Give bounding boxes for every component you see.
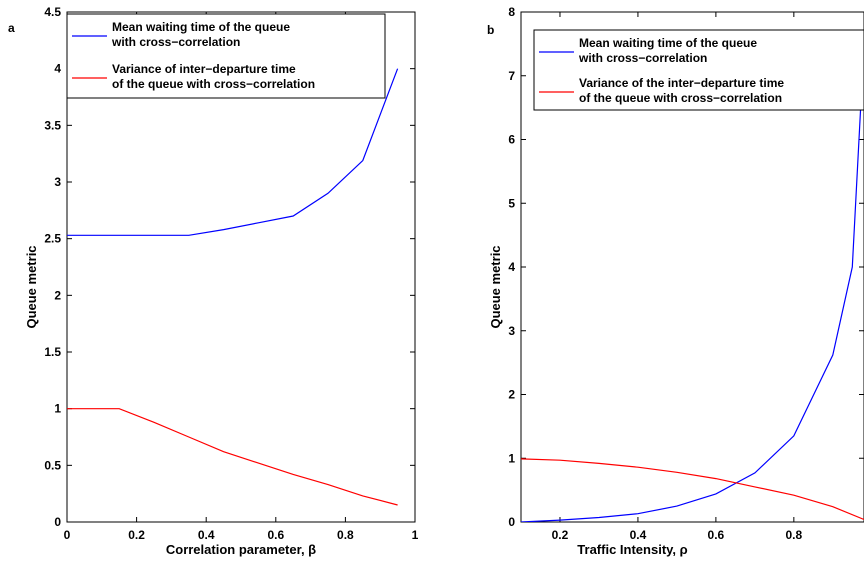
y-tick-label: 5 [508,196,515,210]
y-tick-label: 8 [508,5,515,19]
legend-entry: with cross−correlation [111,35,240,49]
x-tick-label: 1 [412,528,419,542]
series-line-mean-waiting-time [521,43,864,522]
x-tick-label: 0.8 [337,528,354,542]
y-tick-label: 1 [508,451,515,465]
x-tick-label: 0.6 [708,528,725,542]
y-tick-label: 3 [54,175,61,189]
y-tick-label: 7 [508,69,515,83]
panel-label: a [8,21,15,35]
legend-entry: with cross−correlation [578,51,707,65]
x-tick-label: 0.8 [785,528,802,542]
x-axis-label: Traffic Intensity, ρ [577,542,687,557]
x-tick-label: 0.4 [630,528,647,542]
y-tick-label: 4 [54,62,61,76]
legend-entry: of the queue with cross−correlation [579,91,782,105]
legend-box [66,13,386,99]
x-tick-label: 0.2 [128,528,145,542]
y-tick-label: 0.5 [44,458,61,472]
y-tick-label: 4 [508,260,515,274]
y-tick-label: 6 [508,133,515,147]
legend-box [533,29,864,111]
chart-panel-b: 0 1 2 3 4 5 6 7 8 0.2 0.4 0.6 0.8 Traffic Intensity, … [487,5,864,557]
x-tick-label: 0 [64,528,71,542]
legend-entry: of the queue with cross−correlation [112,77,315,91]
y-axis-label: Queue metric [24,245,39,328]
chart-panel-a: 0 0.5 1 1.5 2 2.5 3 3.5 4 4.5 0 0.2 0.4 0.6 0.8 1 Correl… [8,5,419,557]
y-tick-label: 2 [54,288,61,302]
legend-entry: Mean waiting time of the queue [112,20,290,34]
series-line-mean-waiting-time [67,68,399,236]
y-tick-label: 0 [54,515,61,529]
series-line-variance [67,408,398,506]
y-axis-label: Queue metric [488,245,503,328]
legend-entry: Variance of the inter−departure time [579,76,784,90]
y-tick-label: 2 [508,388,515,402]
y-tick-label: 3 [508,324,515,338]
y-tick-label: 3.5 [44,118,61,132]
legend-entry: Mean waiting time of the queue [579,36,757,50]
legend-entry: Variance of inter−departure time [112,62,296,76]
plot-frame [66,11,416,523]
y-tick-label: 1 [54,402,61,416]
y-tick-label: 0 [508,515,515,529]
y-tick-label: 2.5 [44,232,61,246]
x-tick-label: 0.2 [552,528,569,542]
series-line-variance [521,458,864,521]
x-tick-label: 0.6 [267,528,284,542]
y-tick-label: 4.5 [44,5,61,19]
x-tick-label: 0.4 [198,528,215,542]
y-tick-label: 1.5 [44,345,61,359]
x-axis-label: Correlation parameter, β [166,542,316,557]
panel-label: b [487,23,494,37]
